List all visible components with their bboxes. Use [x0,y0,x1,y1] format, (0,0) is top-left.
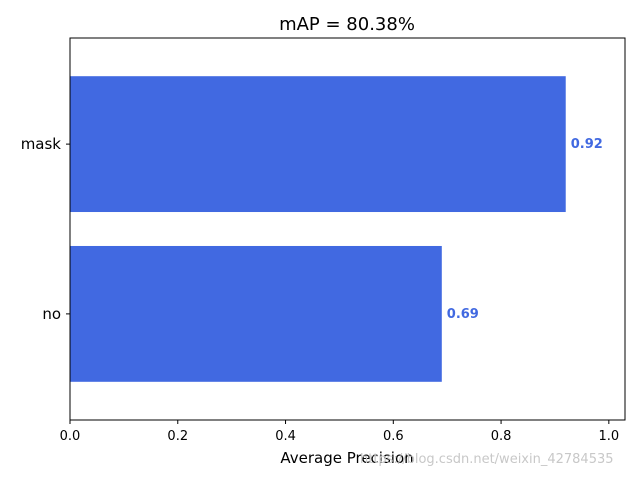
x-tick-label-5: 1.0 [598,429,619,444]
x-tick-label-1: 0.2 [167,429,188,444]
x-tick-label-2: 0.4 [275,429,296,444]
y-tick-label-mask: mask [21,135,62,153]
x-tick-label-4: 0.8 [491,429,512,444]
value-label-no: 0.69 [447,307,479,322]
x-tick-label-3: 0.6 [383,429,404,444]
y-tick-label-no: no [42,305,61,323]
x-axis-label: Average Precision [280,449,413,467]
bar-mask [70,76,566,213]
bar-no [70,245,442,382]
x-tick-label-0: 0.0 [60,429,81,444]
chart-title: mAP = 80.38% [279,14,415,35]
plot-frame [69,37,626,421]
value-label-mask: 0.92 [571,137,603,152]
watermark: https://blog.csdn.net/weixin_42784535 [360,452,614,467]
